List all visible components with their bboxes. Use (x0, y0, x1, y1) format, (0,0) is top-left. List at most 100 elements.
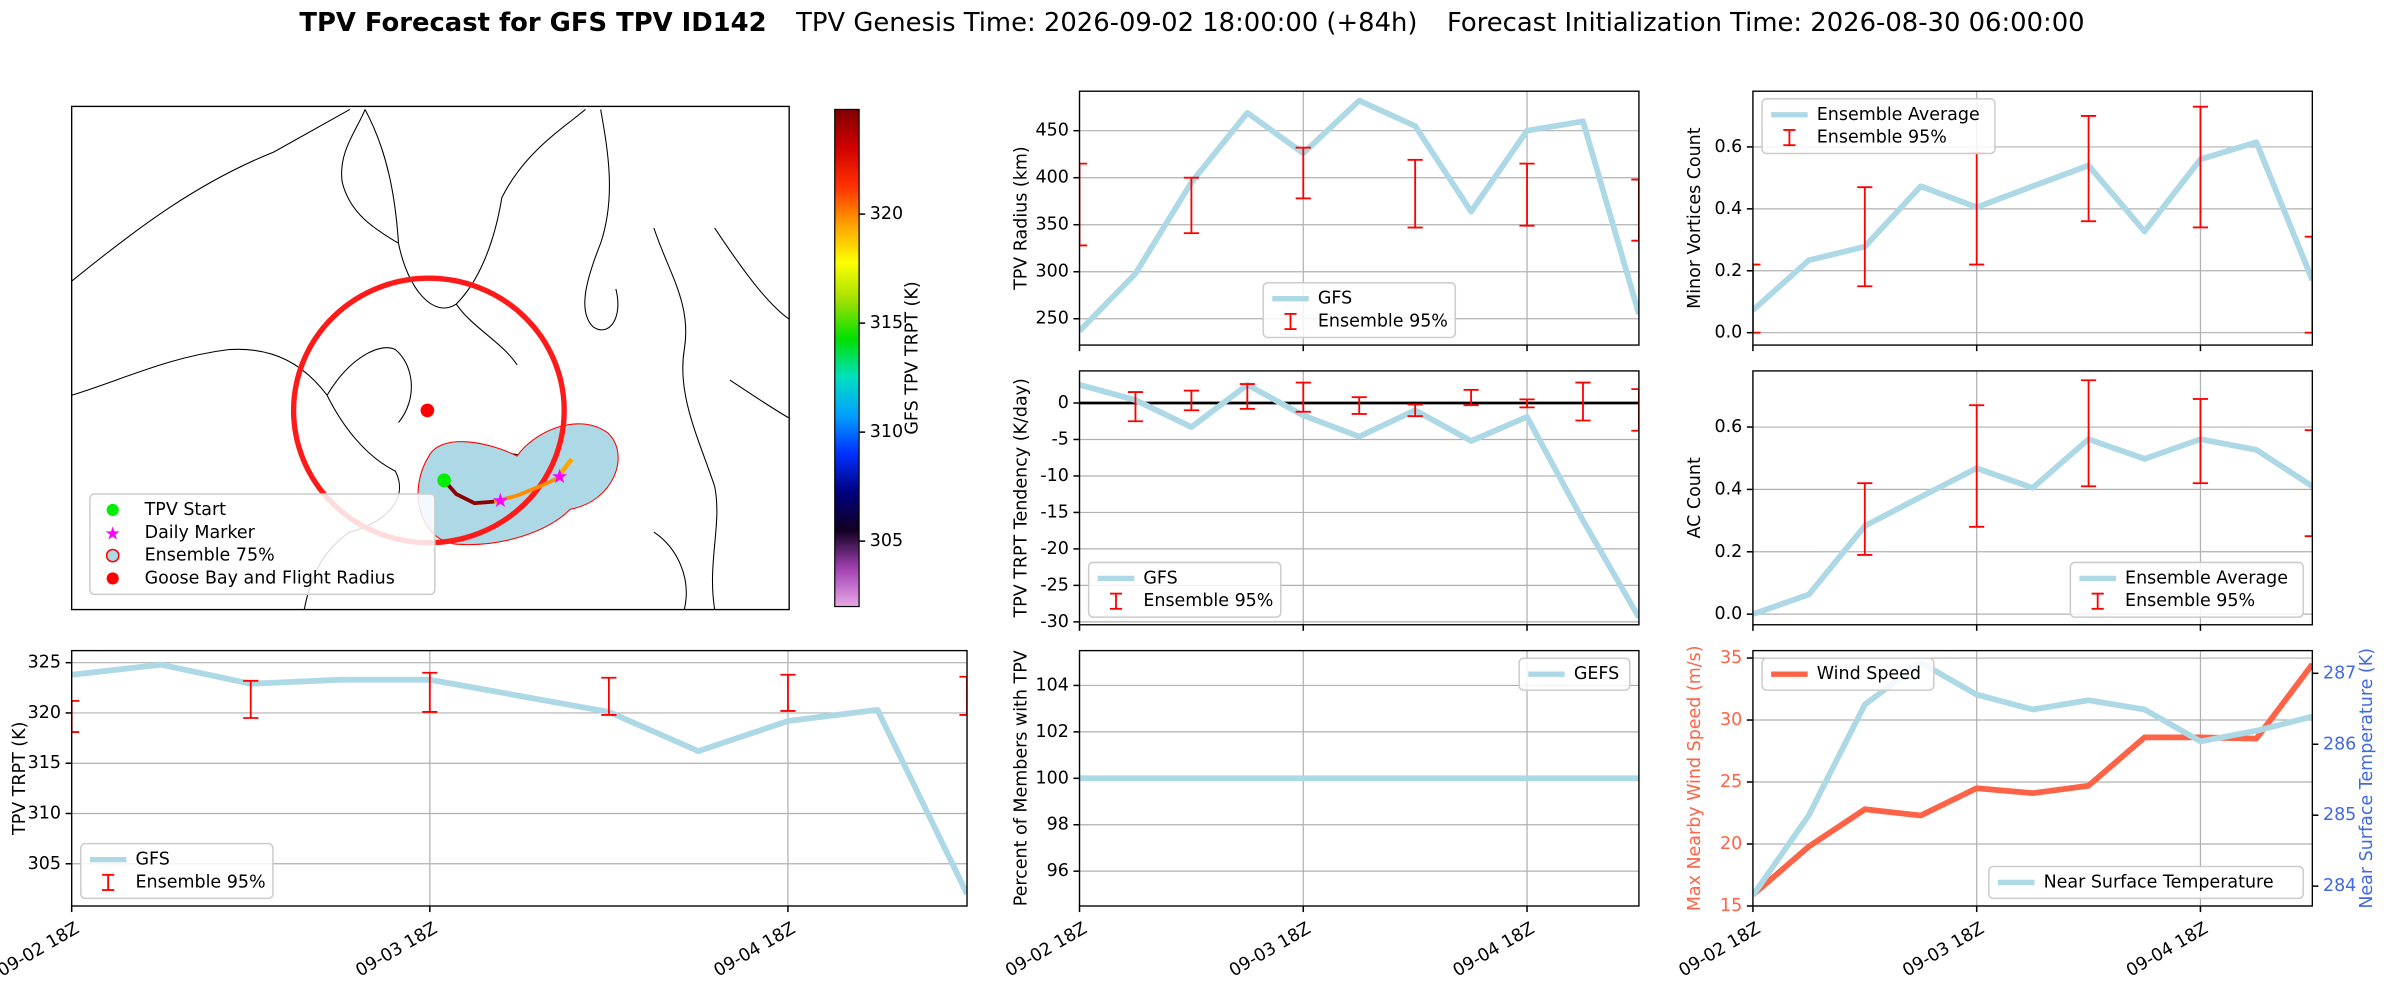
legend-frame (1087, 561, 1282, 618)
colorbar-tick-label: 320 (870, 204, 903, 224)
y-tick-label: 315 (28, 753, 61, 773)
error-bar (1631, 178, 1639, 242)
x-tick-label: 09-02 18Z (1676, 919, 1764, 982)
y-tick-label: 300 (1036, 262, 1069, 282)
legend-label: Ensemble Average (1817, 105, 1980, 125)
y-tick-label: 250 (1036, 309, 1069, 329)
error-bar (959, 675, 968, 716)
legend-frame (1761, 98, 1996, 155)
legend-label: Ensemble 75% (145, 546, 275, 566)
legend-label: Ensemble Average (2125, 568, 2288, 588)
legend-label: Ensemble 95% (2125, 591, 2255, 611)
x-tick-label: 09-02 18Z (0, 919, 83, 982)
y-tick-label: 0.4 (1715, 479, 1743, 499)
legend-label: GFS (136, 850, 170, 870)
series-line (1752, 436, 2313, 617)
legend-frame (1988, 865, 2304, 900)
coastline (71, 108, 790, 610)
y-tick-label: 0 (1058, 393, 1069, 413)
x-tick-label: 09-04 18Z (711, 919, 799, 982)
y-tick-label: 400 (1036, 168, 1069, 188)
y-axis-label: TPV Radius (km) (1012, 146, 1032, 291)
error-bar (601, 676, 617, 716)
error-bar (1239, 383, 1255, 410)
y-tick-label: -20 (1040, 539, 1069, 559)
series-line (1079, 97, 1639, 333)
y-tick-label: 20 (1720, 834, 1742, 854)
legend-frame (80, 842, 274, 900)
track (442, 479, 495, 506)
error-bar (1519, 162, 1535, 227)
colorbar (834, 108, 860, 608)
track (559, 457, 574, 475)
y-tick-label: 15 (1720, 896, 1742, 916)
error-bar (422, 671, 438, 713)
legend-label: Daily Marker (145, 523, 256, 543)
y-tick-label: 310 (28, 803, 61, 823)
y-tick-label: 350 (1036, 215, 1069, 235)
colorbar-tick-label: 310 (870, 422, 903, 442)
y-tick-label: 0.2 (1715, 261, 1743, 281)
error-bar (2304, 235, 2313, 334)
x-tick-label: 09-04 18Z (2123, 919, 2211, 982)
legend-frame (89, 493, 436, 596)
y-tick-label: 98 (1047, 815, 1069, 835)
error-bar (243, 679, 259, 719)
x-tick-label: 09-04 18Z (1450, 919, 1538, 982)
axes-frame (1752, 90, 2314, 346)
legend-swatch: ★ (105, 523, 121, 544)
y-tick-label: 0.6 (1715, 417, 1743, 437)
x-tick-label: 09-03 18Z (353, 919, 441, 982)
colorbar-tick-label: 315 (870, 313, 903, 333)
y-tick-label: 104 (1036, 675, 1069, 695)
error-bar (2080, 115, 2097, 223)
title-genesis: TPV Genesis Time: 2026-09-02 18:00:00 (+… (795, 7, 1417, 37)
legend-label: Ensemble 95% (1143, 591, 1273, 611)
legend-label: Ensemble 95% (1318, 312, 1448, 332)
y-tick-label: 0.6 (1715, 137, 1743, 157)
axes-frame (1078, 370, 1640, 626)
error-bar (1519, 398, 1535, 409)
error-bar (1079, 162, 1088, 247)
x-tick-label: 09-03 18Z (1899, 919, 1987, 982)
y-tick-label: 0.4 (1715, 199, 1743, 219)
y-tick-label: 100 (1036, 768, 1069, 788)
axes-frame (70, 649, 968, 907)
series-line (1752, 659, 2313, 898)
error-bar (1857, 482, 1873, 556)
legend-swatch (106, 503, 119, 517)
legend-label: Ensemble 95% (136, 872, 266, 892)
title-main: TPV Forecast for GFS TPV ID142 (299, 7, 766, 37)
error-bar (1407, 158, 1423, 229)
suptitle: TPV Forecast for GFS TPV ID142 TPV Genes… (299, 7, 2084, 37)
y-tick-label: 0.2 (1715, 542, 1743, 562)
y2-tick-label: 285 (2323, 805, 2356, 825)
error-bar (2192, 105, 2209, 229)
daily-marker: ★ (551, 465, 569, 488)
title-init: Forecast Initialization Time: 2026-08-30… (1447, 7, 2085, 37)
y-tick-label: 0.0 (1715, 323, 1743, 343)
axes-frame (1078, 90, 1640, 346)
y-tick-label: -10 (1040, 466, 1069, 486)
map: ★ ★ (70, 105, 790, 611)
x-tick-label: 09-03 18Z (1226, 919, 1314, 982)
legend-frame (1262, 281, 1457, 339)
track (493, 475, 561, 504)
colorbar-tick-label: 305 (870, 531, 903, 551)
y-tick-label: 96 (1047, 861, 1069, 881)
y2-axis-label: Near Surface Temperature (K) (2357, 648, 2377, 909)
y-tick-label: 320 (28, 703, 61, 723)
legend-label: Ensemble 95% (1817, 128, 1947, 148)
series-line (1079, 381, 1639, 619)
error-bar (1295, 381, 1311, 413)
legend-frame (1761, 657, 1935, 691)
x-tick-label: 09-02 18Z (1002, 919, 1090, 982)
axes-frame (1078, 649, 1640, 907)
error-bar (1127, 391, 1144, 423)
legend-frame (2069, 561, 2304, 618)
tpv-start (437, 473, 451, 488)
error-bar (1575, 381, 1591, 422)
y-axis-label: TPV TRPT (K) (10, 722, 30, 836)
goose-bay (420, 403, 435, 418)
